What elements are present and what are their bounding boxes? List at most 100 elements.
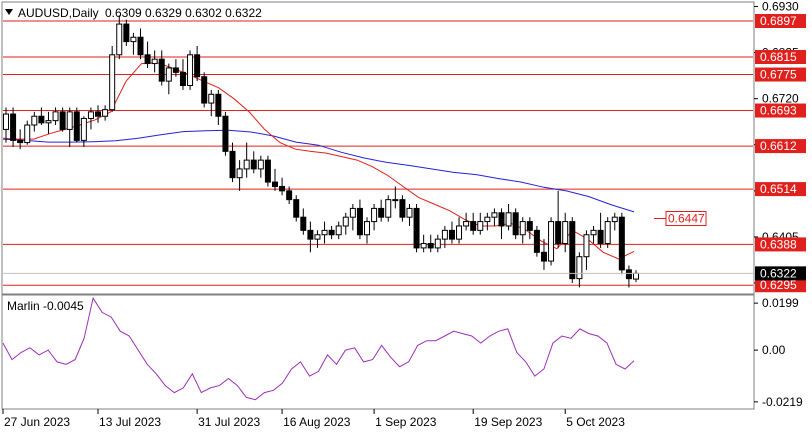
level-label: 0.6775: [760, 68, 797, 82]
level-label-box: [755, 49, 806, 64]
indicator-name: Marlin -0.0045: [7, 299, 84, 313]
candle: [364, 217, 371, 244]
bull-candle-body: [371, 207, 378, 223]
bull-candle-body: [463, 221, 470, 227]
bear-candle-body: [172, 67, 179, 73]
bear-candle-body: [201, 76, 208, 104]
candle: [66, 107, 73, 147]
ohlc-values: 0.6309 0.6329 0.6302 0.6322: [105, 6, 262, 20]
candle: [158, 50, 165, 86]
candle: [151, 50, 158, 73]
indicator-tick-label: 0.00: [762, 343, 786, 357]
time-axis: 27 Jun 2023 13 Jul 2023 31 Jul 2023 16 Aug …: [2, 409, 625, 429]
candle: [555, 190, 562, 248]
candle: [399, 195, 406, 222]
level-label-box: [755, 103, 806, 118]
bull-candle-body: [208, 93, 215, 104]
bull-candle-body: [80, 117, 87, 141]
bull-candle-body: [109, 54, 116, 111]
bear-candle-body: [526, 221, 533, 231]
bear-candle-body: [194, 54, 201, 78]
bear-candle-body: [158, 58, 165, 82]
bull-candle-body: [236, 168, 243, 179]
bear-candle-body: [144, 54, 151, 65]
bear-candle-body: [222, 115, 229, 152]
level-label: 0.6897: [760, 14, 797, 28]
bear-candle-body: [300, 216, 307, 231]
candle: [519, 217, 526, 244]
indicator-tick-label: 0.0199: [762, 296, 799, 310]
bear-candle-body: [512, 212, 519, 236]
price-panel-frame: [1, 1, 755, 295]
candle: [498, 208, 505, 240]
collapse-triangle-icon[interactable]: [5, 9, 13, 15]
bull-candle-body: [420, 243, 427, 249]
candle: [87, 107, 94, 130]
bear-candle-body: [179, 71, 186, 87]
time-tick-label: 1 Sep 2023: [375, 415, 437, 429]
bull-candle-body: [406, 207, 413, 218]
price-tick-label: 0.6930: [762, 0, 799, 14]
candle: [80, 116, 87, 147]
candle: [427, 234, 434, 253]
candle: [52, 107, 59, 126]
candle: [229, 142, 236, 183]
bear-candle-body: [413, 207, 420, 249]
bull-candle-body: [364, 221, 371, 236]
bull-candle-body: [604, 221, 611, 245]
candle: [102, 105, 109, 121]
candle: [533, 225, 540, 257]
bull-candle-body: [3, 113, 9, 130]
candle: [17, 129, 24, 150]
candle: [434, 234, 441, 253]
candle: [73, 107, 80, 143]
candle: [392, 186, 399, 209]
time-tick-label: 19 Sep 2023: [474, 415, 542, 429]
candle: [406, 204, 413, 226]
candle: [165, 63, 172, 95]
bear-candle-body: [540, 251, 547, 262]
bull-candle-body: [321, 229, 328, 236]
candle: [342, 212, 349, 235]
level-label: 0.6815: [760, 50, 797, 64]
candle: [569, 217, 576, 284]
bear-candle-body: [356, 207, 363, 236]
bull-candle-body: [52, 111, 59, 122]
candle: [271, 168, 278, 191]
bull-candle-body: [335, 225, 342, 236]
candle: [130, 32, 137, 55]
bear-candle-body: [137, 36, 144, 56]
candle: [109, 46, 116, 112]
level-label-box: [755, 67, 806, 82]
bull-candle-body: [342, 216, 349, 227]
bear-candle-body: [95, 111, 102, 117]
level-label-box: [755, 182, 806, 197]
bull-candle-body: [484, 216, 491, 223]
bear-candle-body: [399, 199, 406, 218]
bull-candle-body: [477, 221, 484, 231]
slow-ma-line: [2, 129, 635, 213]
level-label: 0.6612: [760, 139, 797, 153]
bull-candle-body: [257, 159, 264, 170]
bull-candle-body: [187, 54, 194, 87]
bull-candle-body: [590, 229, 597, 236]
bull-candle-body: [45, 120, 52, 124]
bear-candle-body: [378, 207, 385, 218]
ma-label-box: [665, 211, 707, 227]
candle: [137, 28, 144, 60]
time-tick-label: 27 Jun 2023: [4, 415, 70, 429]
bull-candle-body: [505, 212, 512, 227]
bear-candle-body: [470, 221, 477, 231]
candle: [144, 41, 151, 68]
bull-candle-body: [611, 216, 618, 223]
candle: [194, 46, 201, 82]
candle: [95, 105, 102, 123]
bull-candle-body: [548, 221, 555, 262]
oscillator-line: [2, 296, 635, 401]
bull-candle-body: [385, 199, 392, 218]
candle: [116, 15, 123, 60]
candle: [243, 142, 250, 178]
candle: [321, 221, 328, 244]
bear-candle-body: [569, 221, 576, 280]
bear-candle-body: [427, 243, 434, 249]
